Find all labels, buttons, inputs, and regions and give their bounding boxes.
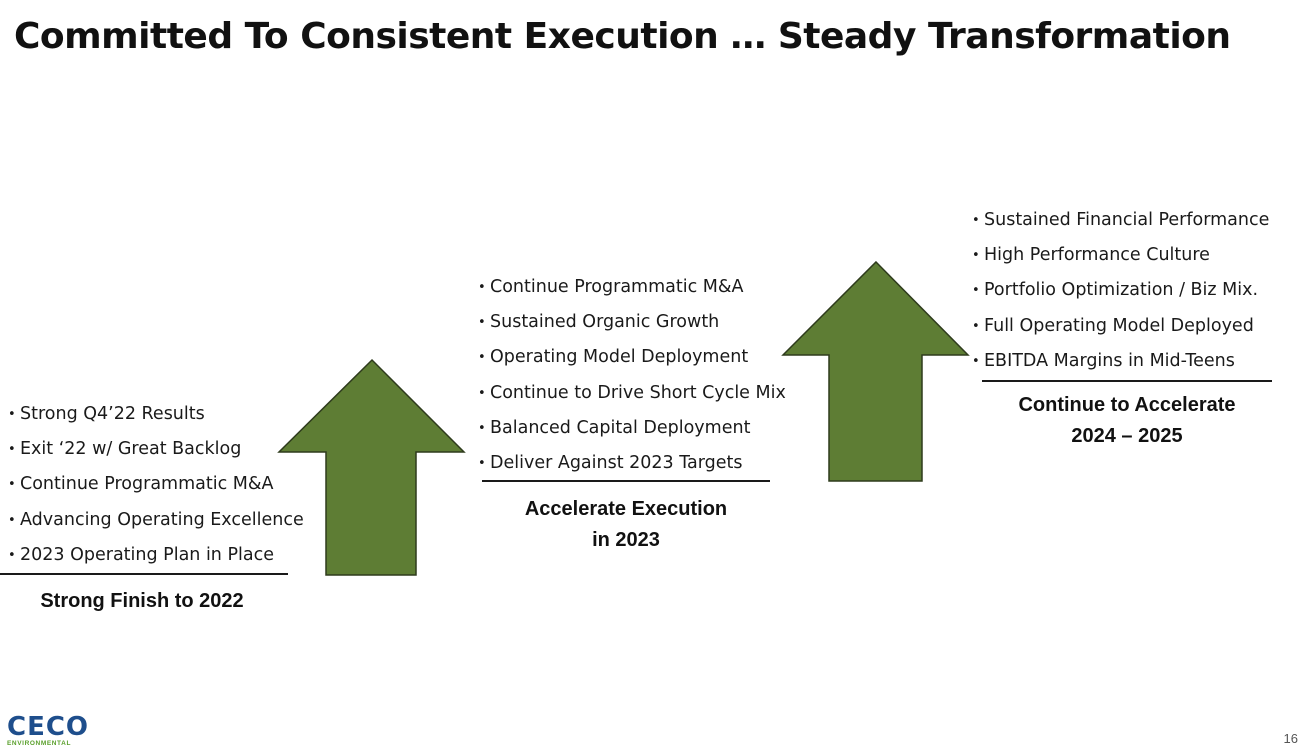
list-item: • High Performance Culture bbox=[972, 238, 1269, 273]
list-item: • Strong Q4’22 Results bbox=[8, 397, 304, 432]
list-item: • Balanced Capital Deployment bbox=[478, 411, 786, 446]
list-item: • EBITDA Margins in Mid-Teens bbox=[972, 344, 1269, 379]
bullet-icon: • bbox=[8, 477, 16, 493]
bullet-icon: • bbox=[8, 442, 16, 458]
list-item: • Exit ‘22 w/ Great Backlog bbox=[8, 432, 304, 467]
bullet-icon: • bbox=[972, 353, 980, 369]
bullet-icon: • bbox=[478, 385, 486, 401]
page-number: 16 bbox=[1283, 731, 1298, 746]
stage-2-divider bbox=[482, 480, 770, 482]
stage-3-caption: Continue to Accelerate 2024 – 2025 bbox=[1018, 394, 1236, 447]
stage-2-list: • Continue Programmatic M&A • Sustained Or… bbox=[478, 270, 786, 481]
list-item: • Advancing Operating Excellence bbox=[8, 503, 304, 538]
stage-1-list: • Strong Q4’22 Results • Exit ‘22 w/ Great… bbox=[8, 397, 304, 573]
list-item: • 2023 Operating Plan in Place bbox=[8, 538, 304, 573]
bullet-icon: • bbox=[972, 283, 980, 299]
bullet-icon: • bbox=[478, 350, 486, 366]
bullet-icon: • bbox=[8, 512, 16, 528]
ceco-logo: CECO ENVIRONMENTAL bbox=[7, 714, 89, 747]
up-arrow-icon bbox=[781, 260, 970, 482]
bullet-icon: • bbox=[478, 420, 486, 436]
bullet-icon: • bbox=[972, 213, 980, 228]
stage-1-caption: Strong Finish to 2022 bbox=[40, 590, 244, 612]
bullet-icon: • bbox=[8, 547, 16, 563]
list-item: • Portfolio Optimization / Biz Mix. bbox=[972, 273, 1269, 308]
bullet-icon: • bbox=[8, 407, 16, 422]
list-item: • Continue to Drive Short Cycle Mix bbox=[478, 376, 786, 411]
logo-wordmark: CECO bbox=[7, 712, 90, 742]
list-item: • Continue Programmatic M&A bbox=[8, 467, 304, 502]
slide-title: Committed To Consistent Execution … Stea… bbox=[14, 16, 1231, 57]
up-arrow-icon bbox=[277, 358, 466, 576]
bullet-icon: • bbox=[478, 315, 486, 331]
bullet-icon: • bbox=[972, 248, 980, 264]
list-item: • Sustained Organic Growth bbox=[478, 305, 786, 340]
stage-2-caption: Accelerate Execution in 2023 bbox=[524, 498, 728, 551]
stage-3-divider bbox=[982, 380, 1272, 382]
bullet-icon: • bbox=[478, 456, 486, 472]
stage-1-divider bbox=[0, 573, 288, 575]
list-item: • Deliver Against 2023 Targets bbox=[478, 446, 786, 481]
bullet-icon: • bbox=[478, 280, 486, 295]
list-item: • Full Operating Model Deployed bbox=[972, 309, 1269, 344]
list-item: • Continue Programmatic M&A bbox=[478, 270, 786, 305]
list-item: • Sustained Financial Performance bbox=[972, 203, 1269, 238]
list-item: • Operating Model Deployment bbox=[478, 340, 786, 375]
bullet-icon: • bbox=[972, 318, 980, 334]
logo-subtitle: ENVIRONMENTAL bbox=[7, 740, 72, 747]
stage-3-list: • Sustained Financial Performance • High P… bbox=[972, 203, 1269, 379]
